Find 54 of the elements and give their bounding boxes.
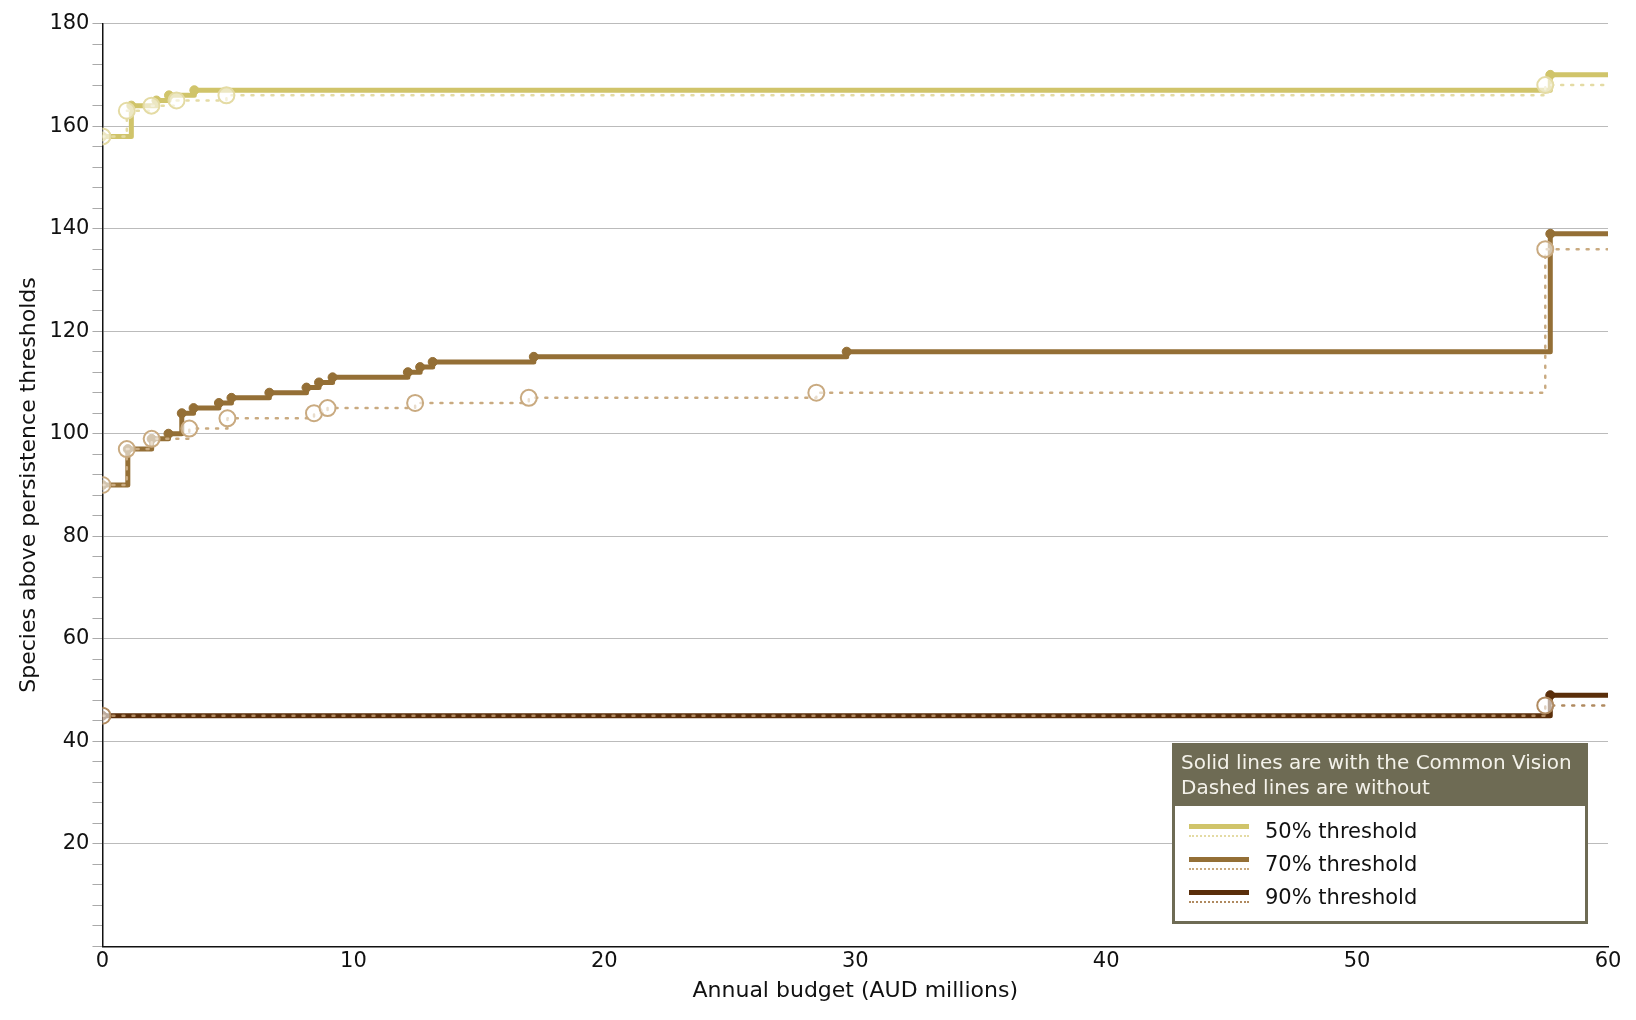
point	[1545, 69, 1556, 80]
point	[841, 346, 852, 357]
y-tick-label: 120	[49, 317, 90, 342]
y-tick-label: 80	[62, 522, 90, 547]
point	[226, 392, 237, 403]
legend-label: 70% threshold	[1265, 851, 1418, 876]
point	[176, 408, 187, 419]
point	[1545, 228, 1556, 239]
y-tick-label: 40	[62, 727, 90, 752]
point	[163, 428, 174, 439]
y-tick-label: 100	[49, 420, 90, 445]
point	[117, 101, 136, 120]
point	[1536, 240, 1555, 259]
x-axis-title: Annual budget (AUD millions)	[692, 976, 1018, 1002]
point	[218, 409, 237, 428]
point	[180, 419, 199, 438]
point	[415, 362, 426, 373]
x-tick-label: 50	[1343, 948, 1371, 973]
point	[528, 351, 539, 362]
x-tick-label: 0	[95, 948, 110, 973]
y-axis-title: Species above persistence thresholds	[14, 277, 40, 693]
x-tick-label: 60	[1594, 948, 1622, 973]
point	[318, 399, 337, 418]
point	[264, 387, 275, 398]
point	[402, 367, 413, 378]
point	[301, 382, 312, 393]
point	[519, 388, 538, 407]
y-tick-label: 140	[49, 215, 90, 240]
point	[142, 429, 161, 448]
x-tick-label: 10	[340, 948, 367, 973]
point	[167, 91, 186, 110]
point	[327, 372, 338, 383]
legend-label: 50% threshold	[1265, 818, 1418, 843]
point	[117, 440, 136, 459]
point	[142, 96, 161, 115]
point	[213, 397, 224, 408]
y-tick-label: 20	[62, 830, 90, 855]
y-tick-label: 60	[62, 625, 90, 650]
x-tick-label: 20	[590, 948, 618, 973]
y-tick-label: 180	[49, 10, 90, 35]
legend-title: Solid lines are with the Common Vision Dashed lines are without	[1175, 746, 1585, 806]
legend-label: 90% threshold	[1265, 884, 1418, 909]
point	[305, 404, 324, 423]
x-tick-label: 40	[1092, 948, 1120, 973]
x-tick-label: 30	[841, 948, 869, 973]
point	[314, 377, 325, 388]
point	[427, 356, 438, 367]
y-tick-label: 160	[49, 112, 90, 137]
point	[807, 383, 826, 402]
point	[406, 393, 425, 412]
point	[163, 90, 174, 101]
point	[1536, 76, 1555, 95]
point	[189, 85, 200, 96]
point	[217, 86, 236, 105]
